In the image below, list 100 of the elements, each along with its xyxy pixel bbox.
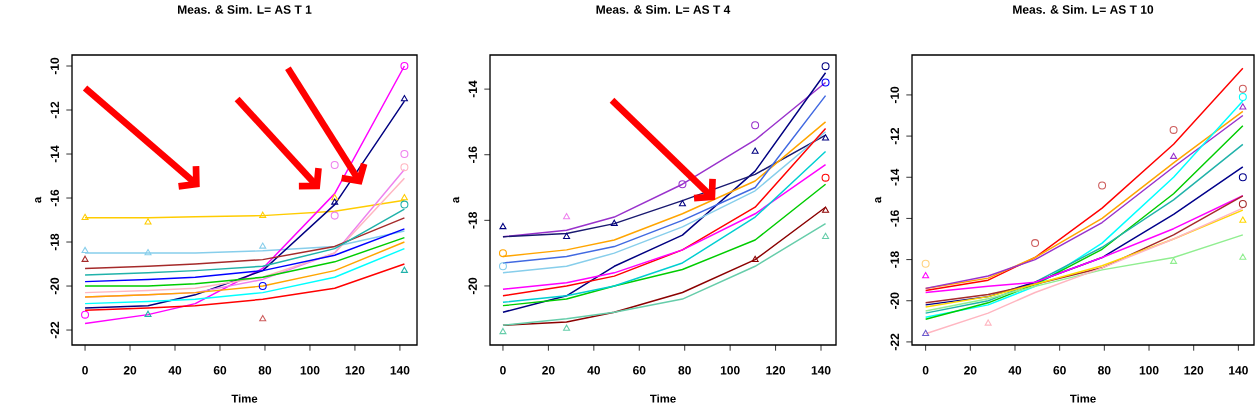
x-axis-title: Time: [650, 394, 676, 403]
point: [1031, 239, 1040, 248]
point: [1238, 92, 1247, 101]
x-tick-label: 20: [542, 366, 555, 375]
point: [498, 249, 507, 258]
point: [81, 310, 90, 319]
y-axis-title: a: [453, 196, 460, 203]
y-tick-label: -20: [468, 277, 477, 295]
point: [751, 147, 759, 154]
x-tick-label: 120: [766, 366, 786, 375]
point: [1239, 103, 1247, 110]
x-tick-label: 80: [678, 366, 691, 375]
y-tick-label: -16: [468, 146, 477, 163]
point: [331, 194, 339, 201]
y-tick-label: -18: [468, 212, 477, 229]
point: [258, 282, 267, 291]
point: [1239, 216, 1247, 223]
point: [821, 173, 830, 182]
x-tick-label: 80: [258, 366, 272, 375]
y-tick-label: -10: [50, 57, 59, 75]
line-series: [924, 207, 1244, 335]
point: [1238, 200, 1247, 209]
x-tick-label: 40: [587, 366, 601, 375]
point: [1238, 84, 1247, 93]
line-series: [502, 94, 827, 264]
point: [1098, 181, 1107, 190]
point: [822, 134, 830, 141]
y-tick-label: -20: [50, 277, 59, 295]
line-series: [84, 217, 406, 270]
x-tick-label: 40: [1008, 366, 1022, 375]
chart-title: Meas. & Sim. L= AS T 4: [596, 4, 731, 14]
point: [144, 249, 152, 256]
line-series: [84, 263, 406, 311]
point: [400, 163, 409, 172]
x-tick-label: 0: [82, 366, 88, 375]
line-series: [84, 236, 406, 287]
point: [400, 61, 409, 71]
point: [922, 272, 930, 279]
x-axis-title: Time: [231, 394, 258, 403]
point: [330, 211, 339, 220]
point: [259, 211, 267, 218]
point: [259, 315, 267, 322]
y-tick-label: -18: [50, 233, 59, 251]
x-axis-title: Time: [1070, 394, 1096, 403]
x-tick-label: 140: [811, 366, 831, 375]
x-tick-label: 0: [922, 366, 929, 375]
line-series: [502, 163, 827, 290]
point: [400, 150, 409, 159]
line-series: [84, 65, 406, 325]
point: [751, 121, 760, 130]
y-tick-label: -12: [50, 101, 59, 119]
point: [984, 319, 992, 326]
x-tick-label: 100: [300, 366, 320, 375]
x-tick-label: 140: [1229, 366, 1248, 375]
y-tick-label: -16: [890, 210, 899, 227]
line-series: [84, 228, 406, 283]
x-tick-label: 100: [1139, 366, 1159, 375]
line-series: [502, 127, 827, 297]
y-tick-label: -12: [890, 127, 899, 145]
y-tick-label: -20: [890, 292, 899, 309]
x-tick-label: 120: [345, 366, 365, 375]
x-tick-label: 100: [720, 366, 740, 375]
x-tick-label: 20: [964, 366, 977, 375]
point: [144, 310, 152, 317]
y-tick-label: -10: [890, 86, 899, 104]
point: [678, 199, 686, 207]
x-tick-label: 120: [1184, 366, 1204, 375]
point: [259, 242, 267, 249]
line-series: [924, 234, 1244, 312]
line-series: [502, 131, 827, 274]
line-series: [84, 241, 406, 298]
x-tick-label: 60: [633, 366, 646, 375]
y-axis-title: a: [35, 196, 42, 203]
point: [400, 194, 408, 201]
line-series: [924, 67, 1244, 292]
point: [563, 213, 571, 220]
line-series: [502, 134, 827, 238]
x-tick-label: 60: [213, 366, 227, 375]
point: [563, 232, 571, 240]
point: [1238, 173, 1247, 182]
point: [330, 161, 339, 170]
y-tick-label: -14: [468, 80, 477, 98]
x-tick-label: 0: [500, 366, 506, 375]
point: [81, 255, 89, 262]
y-tick-label: -22: [890, 333, 899, 351]
line-series: [502, 71, 827, 313]
line-series: [924, 209, 1244, 308]
point: [144, 218, 152, 225]
point: [499, 327, 507, 335]
chart-title: Meas. & Sim. L= AS T 10: [1013, 4, 1154, 14]
point: [400, 95, 408, 102]
y-tick-label: -22: [50, 321, 59, 339]
point: [1170, 257, 1178, 264]
x-tick-label: 140: [390, 366, 410, 375]
point: [498, 262, 507, 271]
x-tick-label: 60: [1053, 366, 1066, 375]
y-tick-label: -16: [50, 189, 59, 207]
point: [400, 266, 408, 273]
point: [563, 324, 571, 331]
y-tick-label: -18: [890, 251, 899, 268]
